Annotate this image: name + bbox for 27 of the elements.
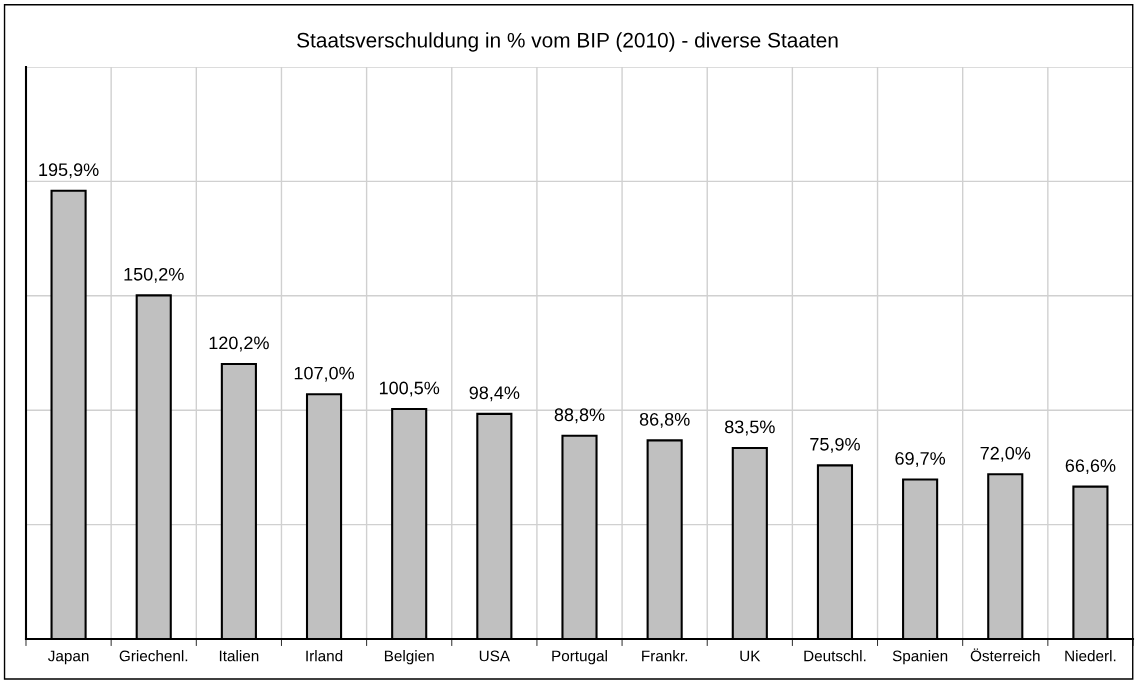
data-label: 100,5% (379, 381, 440, 397)
x-tick-label: Belgien (384, 650, 434, 665)
x-tick-label: UK (740, 650, 761, 662)
data-label: 72,0% (980, 446, 1031, 462)
x-tick-label: Japan (48, 650, 89, 665)
x-tick-label: Frankr. (642, 650, 688, 662)
data-label: 195,9% (39, 163, 99, 179)
x-tick-label: Italien (219, 650, 259, 662)
data-label: 69,7% (895, 452, 946, 467)
data-label: 75,9% (810, 437, 860, 453)
data-label: 98,4% (469, 386, 520, 402)
x-tick-label: Niederl. (1065, 650, 1116, 662)
x-tick-label: Griechenl. (119, 650, 188, 662)
chart-title: Staatsverschuldung in % vom BIP (2010) - diverse Staaten (297, 32, 838, 52)
x-tick-label: Portugal (552, 650, 607, 665)
data-label: 83,5% (725, 420, 775, 436)
data-label: 88,8% (554, 408, 605, 424)
data-label: 107,0% (294, 366, 355, 382)
data-label: 86,8% (639, 412, 690, 428)
x-tick-label: Spanien (892, 650, 948, 665)
data-label: 66,6% (1065, 459, 1116, 475)
x-tick-label: USA (479, 650, 511, 662)
x-tick-label: Deutschl. (804, 650, 866, 662)
x-tick-label: Österreich (970, 648, 1040, 662)
data-label: 120,2% (209, 336, 269, 352)
data-label: 150,2% (124, 267, 184, 283)
x-tick-label: Irland (306, 650, 343, 662)
